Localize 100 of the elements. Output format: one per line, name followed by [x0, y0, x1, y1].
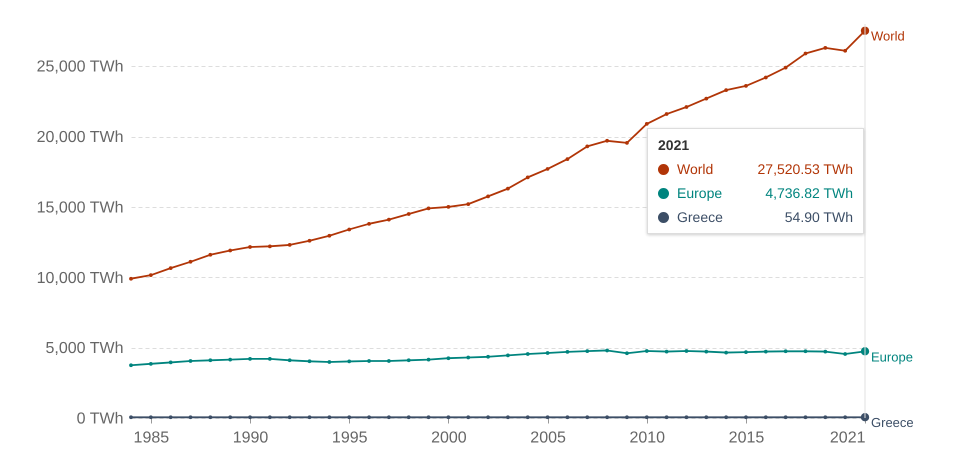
point	[288, 415, 292, 420]
point	[724, 350, 728, 354]
point	[526, 415, 530, 420]
y-tick-label: 20,000 TWh	[36, 129, 124, 146]
point	[308, 238, 312, 243]
point	[605, 415, 609, 420]
point	[466, 356, 470, 360]
point	[724, 88, 728, 92]
point	[129, 363, 133, 368]
point	[526, 352, 530, 356]
point	[387, 218, 391, 222]
point	[228, 248, 232, 252]
point	[129, 415, 133, 420]
point	[625, 351, 629, 356]
point	[605, 138, 609, 143]
point	[268, 244, 272, 248]
x-tick-label: 1990	[232, 430, 268, 446]
point	[704, 415, 708, 420]
point	[367, 359, 371, 363]
point	[347, 360, 352, 364]
x-tick-label: 2015	[728, 430, 764, 446]
point	[367, 222, 371, 226]
point	[823, 415, 828, 420]
text: World	[871, 28, 905, 44]
point	[268, 415, 272, 420]
annotation: 27,520.53 TWh	[756, 161, 853, 177]
point	[288, 358, 292, 362]
point	[188, 359, 192, 363]
point	[823, 350, 828, 354]
point	[406, 358, 411, 362]
point	[328, 415, 332, 420]
point	[843, 48, 848, 53]
point	[268, 357, 272, 361]
point	[308, 415, 312, 420]
point	[744, 350, 748, 354]
point	[367, 415, 371, 420]
point	[328, 360, 332, 364]
y-tick-label: 10,000 TWh	[36, 270, 124, 287]
point	[406, 212, 411, 216]
point	[684, 105, 688, 109]
point	[328, 234, 332, 238]
point	[704, 96, 708, 100]
point	[228, 415, 232, 420]
point	[664, 112, 668, 116]
point	[724, 415, 728, 420]
point	[148, 415, 153, 420]
point	[744, 84, 748, 88]
point	[804, 349, 808, 354]
point	[764, 350, 768, 354]
point	[546, 167, 550, 171]
point	[843, 352, 848, 356]
point	[446, 205, 450, 209]
point	[426, 358, 430, 362]
point	[406, 415, 411, 420]
point	[486, 354, 490, 359]
point	[208, 415, 212, 420]
point	[168, 415, 173, 420]
point	[784, 349, 788, 354]
point	[804, 415, 808, 420]
point	[585, 415, 590, 420]
point	[466, 415, 470, 420]
point	[466, 202, 470, 206]
point	[644, 415, 649, 420]
point	[664, 350, 668, 354]
point	[129, 276, 133, 281]
point	[446, 356, 450, 360]
point	[426, 415, 430, 420]
point	[506, 415, 510, 420]
point	[546, 351, 550, 355]
point	[744, 415, 748, 420]
point	[684, 415, 688, 420]
x-tick-label: 2021	[830, 430, 866, 446]
point	[843, 415, 848, 420]
point	[188, 415, 192, 420]
point	[784, 415, 788, 420]
point	[248, 415, 252, 420]
point	[644, 349, 649, 353]
point	[664, 415, 668, 420]
point	[804, 52, 808, 56]
point	[566, 350, 570, 354]
point	[347, 415, 352, 420]
point	[168, 360, 173, 364]
point	[566, 157, 570, 161]
point	[566, 415, 570, 420]
point	[684, 349, 688, 353]
point	[625, 415, 629, 420]
x-tick-label: 2010	[629, 430, 666, 446]
y-tick-label: 15,000 TWh	[36, 199, 124, 216]
point	[605, 348, 609, 352]
point	[486, 415, 490, 420]
annotation: 4,736.82 TWh	[764, 185, 853, 201]
legend-label: World	[677, 161, 714, 177]
text: Greece	[871, 415, 914, 430]
point	[387, 415, 391, 420]
point	[308, 359, 312, 364]
point	[823, 46, 828, 50]
point	[506, 354, 510, 358]
point	[347, 228, 352, 232]
point	[486, 194, 490, 198]
text: Europe	[871, 349, 913, 364]
